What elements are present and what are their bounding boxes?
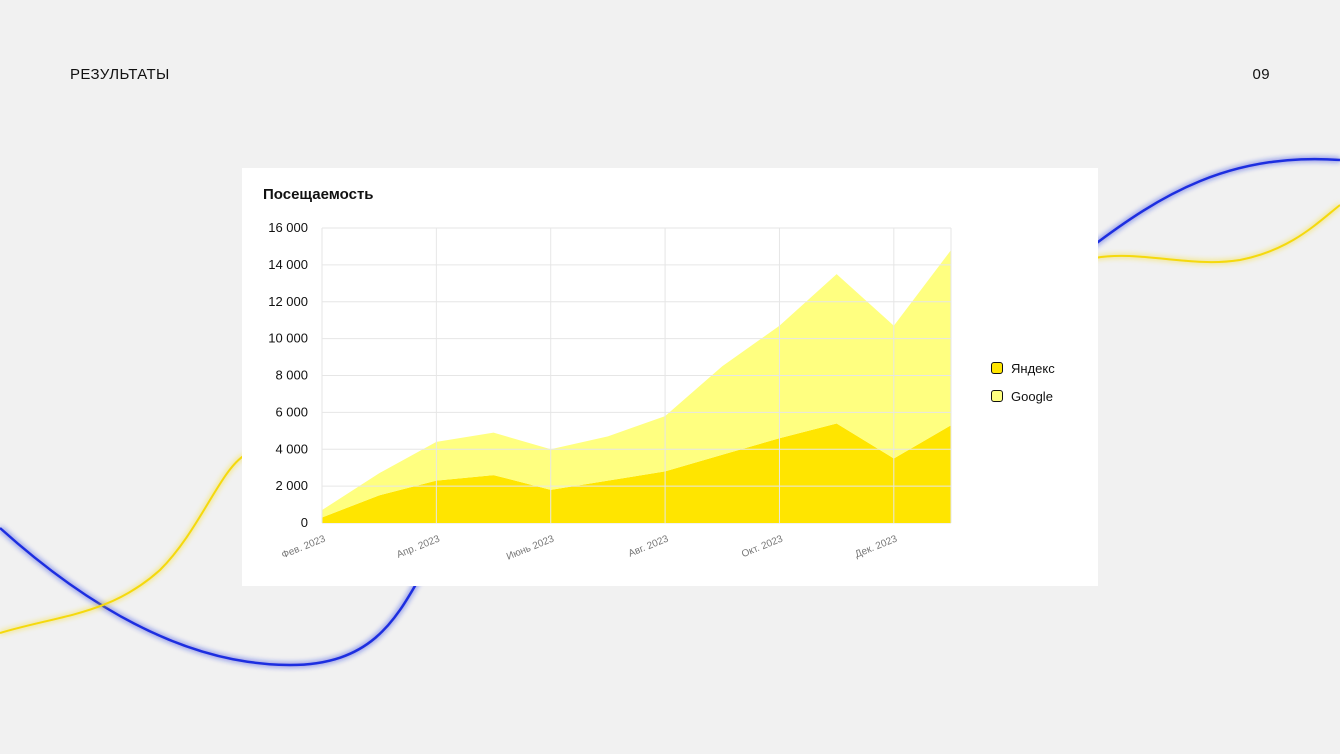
x-tick-label: Окт. 2023: [740, 533, 785, 560]
x-tick-label: Июнь 2023: [505, 533, 556, 562]
legend-item-google: Google: [991, 382, 1055, 410]
legend-label-google: Google: [1011, 389, 1053, 404]
legend-swatch-yandex: [991, 362, 1003, 374]
slide-title: РЕЗУЛЬТАТЫ: [70, 66, 170, 83]
x-tick-label: Дек. 2023: [854, 533, 900, 560]
y-tick-label: 14 000: [268, 257, 308, 272]
x-tick-label: Авг. 2023: [627, 533, 671, 559]
y-tick-label: 6 000: [275, 404, 308, 419]
y-tick-label: 16 000: [268, 220, 308, 235]
y-tick-label: 12 000: [268, 294, 308, 309]
y-tick-label: 4 000: [275, 441, 308, 456]
x-tick-label: Фев. 2023: [280, 533, 327, 561]
area-chart: 0 2 000 4 000 6 000 8 000 10 000 12 000 14 000 1…: [242, 168, 1098, 586]
y-tick-label: 0: [301, 515, 308, 530]
chart-legend: Яндекс Google: [991, 354, 1055, 410]
legend-item-yandex: Яндекс: [991, 354, 1055, 382]
y-tick-label: 8 000: [275, 368, 308, 383]
legend-label-yandex: Яндекс: [1011, 361, 1055, 376]
x-tick-label: Апр. 2023: [395, 533, 442, 560]
page-number: 09: [1253, 66, 1271, 83]
y-tick-label: 2 000: [275, 478, 308, 493]
legend-swatch-google: [991, 390, 1003, 402]
y-tick-label: 10 000: [268, 331, 308, 346]
